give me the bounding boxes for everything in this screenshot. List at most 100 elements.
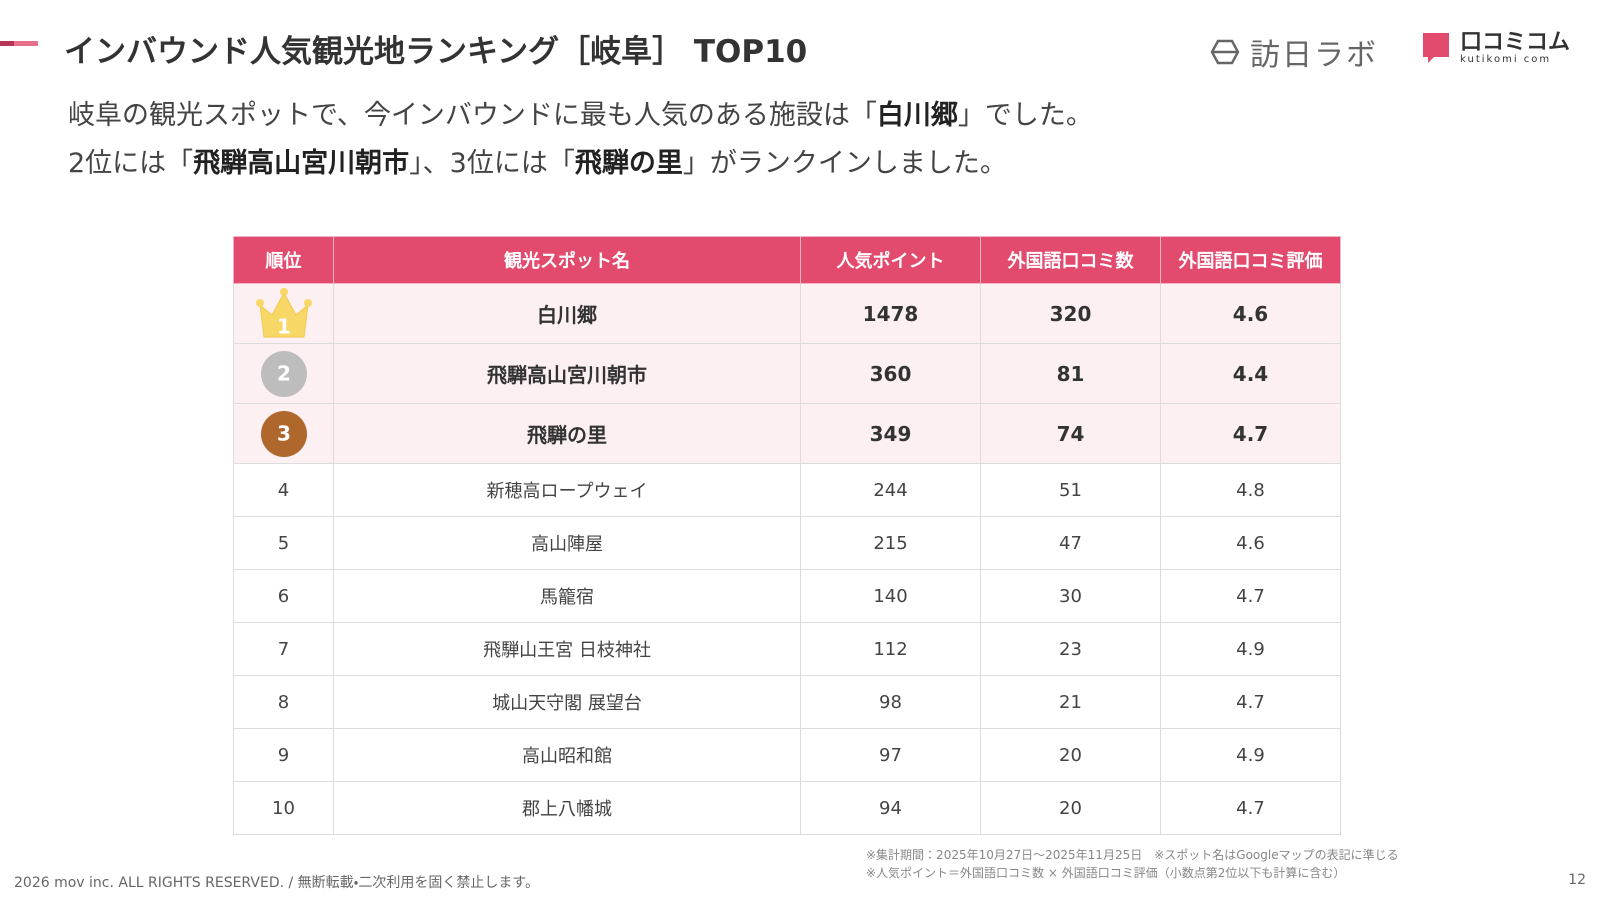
page-number: 12 <box>1568 872 1586 888</box>
value-cell: 360 <box>800 343 981 404</box>
value-cell: 23 <box>980 622 1161 676</box>
spot-name: 高山陣屋 <box>333 516 801 570</box>
value-cell: 112 <box>800 622 981 676</box>
logo-text-group: 口コミコム kutikomi com <box>1460 29 1571 65</box>
lead-segment: 2位には「 <box>68 148 194 179</box>
column-header: 外国語口コミ数 <box>980 236 1161 284</box>
value-cell: 94 <box>800 781 981 835</box>
value-cell: 4.9 <box>1160 622 1341 676</box>
table-row: 1 白川郷 1478 320 4.6 <box>233 283 1341 344</box>
rank-cell: 4 <box>233 463 334 517</box>
rank-badge: 3 <box>260 410 307 457</box>
value-cell: 20 <box>980 781 1161 835</box>
value-cell: 4.7 <box>1160 569 1341 623</box>
rank-circle <box>260 350 307 397</box>
value-cell: 20 <box>980 728 1161 782</box>
lead-segment: 岐阜の観光スポットで、今インバウンドに最も人気のある施設は「 <box>68 100 877 131</box>
lead-emphasis: 飛騨高山宮川朝市 <box>193 148 410 179</box>
ranking-table: 順位 観光スポット名 人気ポイント 外国語口コミ数 外国語口コミ評価 1 白川郷 1478 3… <box>233 236 1341 835</box>
value-cell: 47 <box>980 516 1161 570</box>
lead-line: 岐阜の観光スポットで、今インバウンドに最も人気のある施設は「白川郷」でした。 <box>68 92 1093 140</box>
value-cell: 1478 <box>800 283 981 344</box>
spot-name: 飛騨の里 <box>333 403 801 464</box>
spot-name: 新穂高ロープウェイ <box>333 463 801 517</box>
value-cell: 215 <box>800 516 981 570</box>
table-row: 9 高山昭和館 97 20 4.9 <box>233 728 1341 782</box>
lead-line: 2位には「飛騨高山宮川朝市」、3位には「飛騨の里」がランクインしました。 <box>68 140 1093 188</box>
lead-segment: 」、3位には「 <box>409 148 575 179</box>
value-cell: 74 <box>980 403 1161 464</box>
lead-segment: 」でした。 <box>957 100 1093 131</box>
rank-cell: 3 <box>233 403 334 464</box>
header-row: 順位 観光スポット名 人気ポイント 外国語口コミ数 外国語口コミ評価 <box>233 236 1341 284</box>
value-cell: 244 <box>800 463 981 517</box>
note: ※人気ポイント＝外国語口コミ数 × 外国語口コミ評価（小数点第2位以下も計算に含… <box>866 866 1346 880</box>
rank-cell: 6 <box>233 569 334 623</box>
value-cell: 97 <box>800 728 981 782</box>
value-cell: 140 <box>800 569 981 623</box>
rank-cell: 8 <box>233 675 334 729</box>
value-cell: 51 <box>980 463 1161 517</box>
rank-badge: 2 <box>260 350 307 397</box>
value-cell: 21 <box>980 675 1161 729</box>
lead-emphasis: 飛騨の里 <box>574 148 683 179</box>
value-cell: 349 <box>800 403 981 464</box>
column-header: 観光スポット名 <box>333 236 801 284</box>
table-row: 3 飛騨の里 349 74 4.7 <box>233 403 1341 464</box>
rank-cell: 1 <box>233 283 334 344</box>
logo-text: 口コミコム <box>1460 29 1571 55</box>
slide-title: インバウンド人気観光地ランキング［岐阜］ TOP10 <box>64 34 808 70</box>
table-row: 8 城山天守閣 展望台 98 21 4.7 <box>233 675 1341 729</box>
value-cell: 4.6 <box>1160 283 1341 344</box>
table-row: 5 高山陣屋 215 47 4.6 <box>233 516 1341 570</box>
spot-name: 白川郷 <box>333 283 801 344</box>
rank-cell: 10 <box>233 781 334 835</box>
column-header: 順位 <box>233 236 334 284</box>
table-row: 10 郡上八幡城 94 20 4.7 <box>233 781 1341 835</box>
lead-segment: 」がランクインしました。 <box>682 148 1007 179</box>
value-cell: 30 <box>980 569 1161 623</box>
accent-bar <box>0 41 38 46</box>
logo-hounichi: 訪日ラボ <box>1208 30 1378 74</box>
lead-text: 岐阜の観光スポットで、今インバウンドに最も人気のある施設は「白川郷」でした。 2位… <box>68 92 1093 188</box>
spot-name: 飛騨山王宮 日枝神社 <box>333 622 801 676</box>
accent-bar <box>0 41 14 46</box>
column-header: 外国語口コミ評価 <box>1160 236 1341 284</box>
spot-name: 高山昭和館 <box>333 728 801 782</box>
value-cell: 98 <box>800 675 981 729</box>
crown-jewel <box>255 298 264 307</box>
rank-number: 3 <box>277 421 291 445</box>
crown-icon <box>258 291 309 337</box>
value-cell: 4.7 <box>1160 403 1341 464</box>
spot-name: 飛騨高山宮川朝市 <box>333 343 801 404</box>
value-cell: 4.4 <box>1160 343 1341 404</box>
spot-name: 城山天守閣 展望台 <box>333 675 801 729</box>
table-row: 6 馬籠宿 140 30 4.7 <box>233 569 1341 623</box>
value-cell: 4.7 <box>1160 675 1341 729</box>
logo-kutikomi: 口コミコム kutikomi com <box>1420 30 1570 66</box>
rank-cell: 5 <box>233 516 334 570</box>
rank-number: 2 <box>277 361 291 385</box>
spot-name: 馬籠宿 <box>333 569 801 623</box>
crown-jewel <box>303 298 312 307</box>
value-cell: 81 <box>980 343 1161 404</box>
rank-badge: 1 <box>255 287 312 338</box>
value-cell: 4.8 <box>1160 463 1341 517</box>
copyright: 2026 mov inc. ALL RIGHTS RESERVED. / 無断転… <box>14 875 540 891</box>
table-row: 2 飛騨高山宮川朝市 360 81 4.4 <box>233 343 1341 404</box>
value-cell: 4.7 <box>1160 781 1341 835</box>
logo-text: 訪日ラボ <box>1250 38 1378 73</box>
rank-cell: 2 <box>233 343 334 404</box>
table-row: 4 新穂高ロープウェイ 244 51 4.8 <box>233 463 1341 517</box>
rank-cell: 7 <box>233 622 334 676</box>
logo-icon <box>1210 39 1240 65</box>
rank-number: 1 <box>277 314 291 338</box>
note: ※集計期間：2025年10月27日〜2025年11月25日 ※スポット名はGoo… <box>866 848 1399 862</box>
value-cell: 320 <box>980 283 1161 344</box>
rank-cell: 9 <box>233 728 334 782</box>
logo-subtext: kutikomi com <box>1460 53 1552 65</box>
value-cell: 4.9 <box>1160 728 1341 782</box>
spot-name: 郡上八幡城 <box>333 781 801 835</box>
column-header: 人気ポイント <box>800 236 981 284</box>
